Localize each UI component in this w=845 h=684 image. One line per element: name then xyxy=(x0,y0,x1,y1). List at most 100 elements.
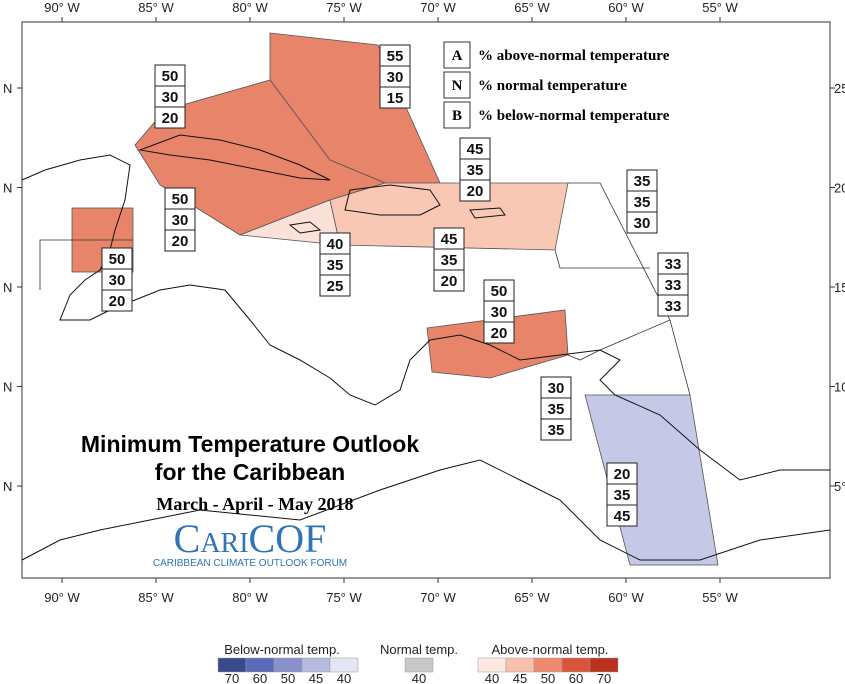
longitude-label: 65° W xyxy=(514,590,550,605)
probability-value: 33 xyxy=(665,256,682,273)
probability-value: 30 xyxy=(491,304,508,321)
probability-value: 35 xyxy=(327,257,344,274)
probability-value: 30 xyxy=(387,69,404,86)
color-swatch xyxy=(589,657,619,673)
probability-value: 33 xyxy=(665,298,682,315)
longitude-label: 80° W xyxy=(232,590,268,605)
probability-value: 50 xyxy=(491,283,508,300)
key-box xyxy=(443,101,471,129)
coastline xyxy=(469,207,506,219)
probability-value: 30 xyxy=(634,215,651,232)
key-background xyxy=(440,38,730,130)
key-letter: A xyxy=(452,48,463,64)
latitude-label: N xyxy=(3,181,12,196)
color-legend-tick: 70 xyxy=(225,671,239,684)
color-legend-tick: 50 xyxy=(281,671,295,684)
probability-value: 50 xyxy=(109,251,126,268)
probability-value: 20 xyxy=(614,466,631,483)
probability-cell xyxy=(606,504,638,527)
coastlines xyxy=(21,134,831,561)
color-swatch xyxy=(301,657,331,673)
probability-cell xyxy=(540,418,572,441)
color-legend-tick: 60 xyxy=(569,671,583,684)
probability-cell xyxy=(164,229,196,252)
probability-value: 45 xyxy=(441,231,458,248)
color-swatch xyxy=(404,657,434,673)
color-swatch xyxy=(329,657,359,673)
probability-value: 20 xyxy=(491,325,508,342)
probability-cell xyxy=(433,269,465,292)
probability-value: 50 xyxy=(162,68,179,85)
key-letter: B xyxy=(452,108,462,124)
key-text: % below-normal temperature xyxy=(478,108,670,124)
probability-cell xyxy=(101,289,133,312)
latitude-label: N xyxy=(3,280,12,295)
probability-cell xyxy=(379,86,411,109)
probability-value: 35 xyxy=(634,194,651,211)
longitude-label: 70° W xyxy=(420,0,456,15)
color-swatch xyxy=(477,657,507,673)
region-boundary xyxy=(568,182,691,396)
key-text: % above-normal temperature xyxy=(478,48,670,64)
color-swatch xyxy=(505,657,535,673)
latitude-label: N xyxy=(3,380,12,395)
color-legend-tick: 70 xyxy=(597,671,611,684)
longitude-label: 85° W xyxy=(138,0,174,15)
color-legend-tick: 60 xyxy=(253,671,267,684)
probability-cell xyxy=(483,321,515,344)
color-swatch xyxy=(533,657,563,673)
longitude-label: 75° W xyxy=(326,0,362,15)
probability-cell xyxy=(657,294,689,317)
color-swatch xyxy=(217,657,247,673)
latitude-label: N xyxy=(3,479,12,494)
key-box xyxy=(443,41,471,69)
title-line: Minimum Temperature Outlook xyxy=(81,431,419,457)
probability-cell xyxy=(459,179,491,202)
key-text: % normal temperature xyxy=(478,78,627,94)
region-panama xyxy=(426,309,569,379)
probability-value: 30 xyxy=(162,89,179,106)
longitude-label: 55° W xyxy=(702,590,738,605)
color-legend-tick: 40 xyxy=(337,671,351,684)
probability-value: 45 xyxy=(614,508,631,525)
longitude-label: 60° W xyxy=(608,0,644,15)
probability-value: 33 xyxy=(665,277,682,294)
coastline xyxy=(288,221,322,234)
color-legend-tick: 50 xyxy=(541,671,555,684)
color-legend-label: Below-normal temp. xyxy=(224,642,340,657)
probability-value: 20 xyxy=(109,293,126,310)
probability-value: 20 xyxy=(162,110,179,127)
probability-value: 25 xyxy=(327,278,344,295)
color-legend-label: Normal temp. xyxy=(380,642,458,657)
region-boundary xyxy=(567,319,671,361)
probability-value: 15 xyxy=(387,90,404,107)
probability-value: 30 xyxy=(109,272,126,289)
probability-cell xyxy=(154,106,186,129)
probability-value: 30 xyxy=(172,212,189,229)
longitude-label: 75° W xyxy=(326,590,362,605)
longitude-label: 90° W xyxy=(44,0,80,15)
probability-value: 20 xyxy=(172,233,189,250)
latitude-label: 15° xyxy=(834,280,845,295)
longitude-label: 60° W xyxy=(608,590,644,605)
probability-value: 35 xyxy=(467,162,484,179)
probability-value: 20 xyxy=(467,183,484,200)
key-letter: N xyxy=(452,78,463,94)
probability-value: 35 xyxy=(614,487,631,504)
probability-value: 35 xyxy=(441,252,458,269)
latitude-label: 5° xyxy=(834,479,845,494)
key-box xyxy=(443,71,471,99)
logo-tagline: CARIBBEAN CLIMATE OUTLOOK FORUM xyxy=(153,558,347,569)
probability-value: 40 xyxy=(327,236,344,253)
longitude-label: 55° W xyxy=(702,0,738,15)
longitude-label: 85° W xyxy=(138,590,174,605)
probability-cell xyxy=(319,274,351,297)
coastline xyxy=(344,184,441,216)
coastline xyxy=(138,134,331,181)
longitude-label: 90° W xyxy=(44,590,80,605)
color-legend-tick: 40 xyxy=(412,671,426,684)
color-swatch xyxy=(561,657,591,673)
color-legend-tick: 45 xyxy=(309,671,323,684)
title-line: for the Caribbean xyxy=(155,459,345,485)
probability-value: 35 xyxy=(548,401,565,418)
